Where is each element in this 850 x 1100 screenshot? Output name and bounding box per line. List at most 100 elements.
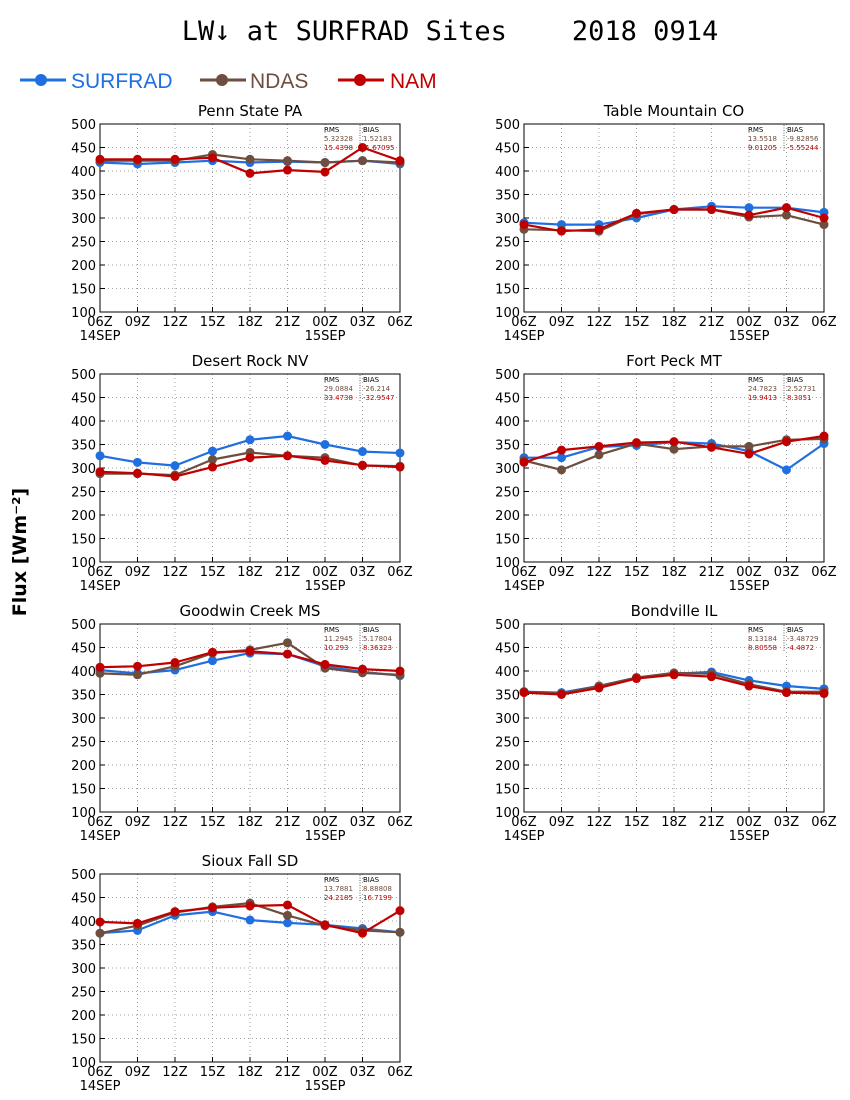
data-point-nam — [519, 220, 529, 230]
series-nam — [519, 431, 829, 467]
panel-bondville-il: Bondville IL 100 150 200 250 300 350 400 450 500 0… — [495, 602, 837, 844]
data-point-surfrad — [133, 457, 142, 467]
y-tick-label: 150 — [495, 783, 520, 798]
y-tick-label: 400 — [71, 915, 96, 930]
data-point-ndas — [744, 441, 754, 451]
data-point-nam — [95, 154, 105, 164]
data-point-ndas — [133, 670, 142, 680]
x-tick-label: 18Z — [661, 565, 687, 580]
x-tick-label: 06Z — [87, 565, 113, 580]
stats-rms-header: RMS — [324, 876, 340, 884]
y-tick-label: 350 — [495, 439, 520, 454]
plot-frame — [523, 373, 825, 563]
x-tick-label: 06Z — [87, 815, 113, 830]
data-point-ndas — [320, 158, 330, 168]
panels: Penn State PA 100 150 200 250 300 350 400 450 500… — [71, 102, 837, 1094]
data-point-nam — [395, 156, 405, 166]
stats-box: RMS BIAS 5.32328 1.52183 15.4398 -1.67095 — [324, 125, 394, 152]
y-tick-label: 350 — [71, 939, 96, 954]
stats-bias-header: BIAS — [363, 876, 380, 884]
data-point-nam — [208, 153, 217, 163]
stats-box: RMS BIAS 13.5518 -9.82856 9.01205 -5.55244 — [748, 125, 819, 152]
data-point-ndas — [283, 910, 292, 920]
y-tick-label: 450 — [71, 142, 96, 157]
y-tick-label: 300 — [495, 712, 520, 727]
x-tick-label: 06Z — [511, 815, 537, 830]
x-date-label: 14SEP — [80, 1079, 121, 1094]
y-tick-label: 200 — [495, 759, 520, 774]
y-tick-label: 400 — [495, 165, 520, 180]
y-tick-label: 150 — [71, 1033, 96, 1048]
data-point-ndas — [782, 210, 791, 220]
legend-marker-ndas — [216, 74, 228, 86]
stats-ndas-rms: 13.7881 — [324, 885, 353, 893]
stats-ndas-bias: 8.88808 — [363, 885, 392, 893]
data-point-nam — [519, 457, 529, 467]
x-tick-label: 12Z — [586, 315, 612, 330]
x-tick-label: 03Z — [774, 815, 800, 830]
x-date-label: 14SEP — [504, 329, 545, 344]
data-point-nam — [283, 649, 292, 659]
data-point-ndas — [283, 156, 292, 166]
stats-nam-bias: 16.7199 — [363, 894, 392, 902]
plot-frame — [523, 623, 825, 813]
y-tick-label: 450 — [71, 892, 96, 907]
x-tick-label: 06Z — [387, 1065, 413, 1080]
data-point-nam — [782, 688, 791, 698]
stats-nam-bias: -4.4872 — [787, 644, 814, 652]
y-tick-label: 100 — [495, 806, 520, 821]
legend-marker-surfrad — [35, 74, 47, 86]
data-point-nam — [245, 168, 255, 178]
stats-nam-rms: 9.01205 — [748, 144, 777, 152]
y-tick-label: 400 — [71, 415, 96, 430]
y-tick-label: 100 — [71, 1056, 96, 1071]
stats-rms-header: RMS — [324, 626, 340, 634]
data-point-surfrad — [245, 915, 255, 925]
data-point-surfrad — [358, 447, 367, 457]
data-point-surfrad — [557, 453, 566, 463]
data-point-surfrad — [320, 440, 330, 449]
x-tick-label: 21Z — [275, 315, 301, 330]
data-point-nam — [170, 658, 180, 668]
stats-box: RMS BIAS 24.7823 2.52731 19.9413 8.3051 — [748, 375, 816, 402]
y-tick-label: 500 — [71, 618, 96, 633]
data-point-nam — [519, 688, 529, 698]
data-point-ndas — [557, 465, 566, 475]
stats-rms-header: RMS — [324, 126, 340, 134]
data-point-nam — [819, 689, 829, 699]
x-tick-label: 06Z — [87, 1065, 113, 1080]
data-point-nam — [594, 441, 604, 451]
y-tick-label: 400 — [71, 665, 96, 680]
legend-label-nam: NAM — [390, 70, 437, 93]
y-tick-label: 500 — [495, 618, 520, 633]
x-date-label: 14SEP — [504, 579, 545, 594]
data-point-nam — [744, 681, 754, 691]
x-tick-label: 18Z — [237, 315, 263, 330]
stats-ndas-bias: -3.48729 — [787, 635, 818, 643]
stats-box: RMS BIAS 8.13184 -3.48729 8.80558 -4.4872 — [748, 625, 818, 652]
data-point-surfrad — [782, 465, 791, 475]
x-tick-label: 18Z — [661, 315, 687, 330]
y-tick-label: 150 — [71, 283, 96, 298]
data-point-nam — [594, 683, 604, 693]
data-point-nam — [358, 460, 367, 470]
stats-ndas-rms: 24.7823 — [748, 385, 777, 393]
stats-ndas-rms: 29.0884 — [324, 385, 353, 393]
data-point-nam — [133, 918, 142, 928]
data-point-nam — [632, 674, 641, 684]
y-tick-label: 300 — [495, 212, 520, 227]
data-point-nam — [744, 210, 754, 220]
data-point-surfrad — [95, 451, 105, 461]
y-tick-label: 300 — [495, 462, 520, 477]
data-point-ndas — [208, 455, 217, 465]
y-tick-label: 200 — [495, 509, 520, 524]
x-tick-label: 06Z — [511, 565, 537, 580]
stats-nam-bias: 8.3051 — [787, 394, 812, 402]
data-point-nam — [320, 659, 330, 669]
data-point-nam — [707, 205, 716, 215]
x-date-label: 15SEP — [305, 579, 346, 594]
data-point-nam — [594, 224, 604, 234]
plot-frame — [99, 873, 401, 1063]
x-tick-label: 06Z — [511, 315, 537, 330]
y-tick-label: 250 — [495, 486, 520, 501]
